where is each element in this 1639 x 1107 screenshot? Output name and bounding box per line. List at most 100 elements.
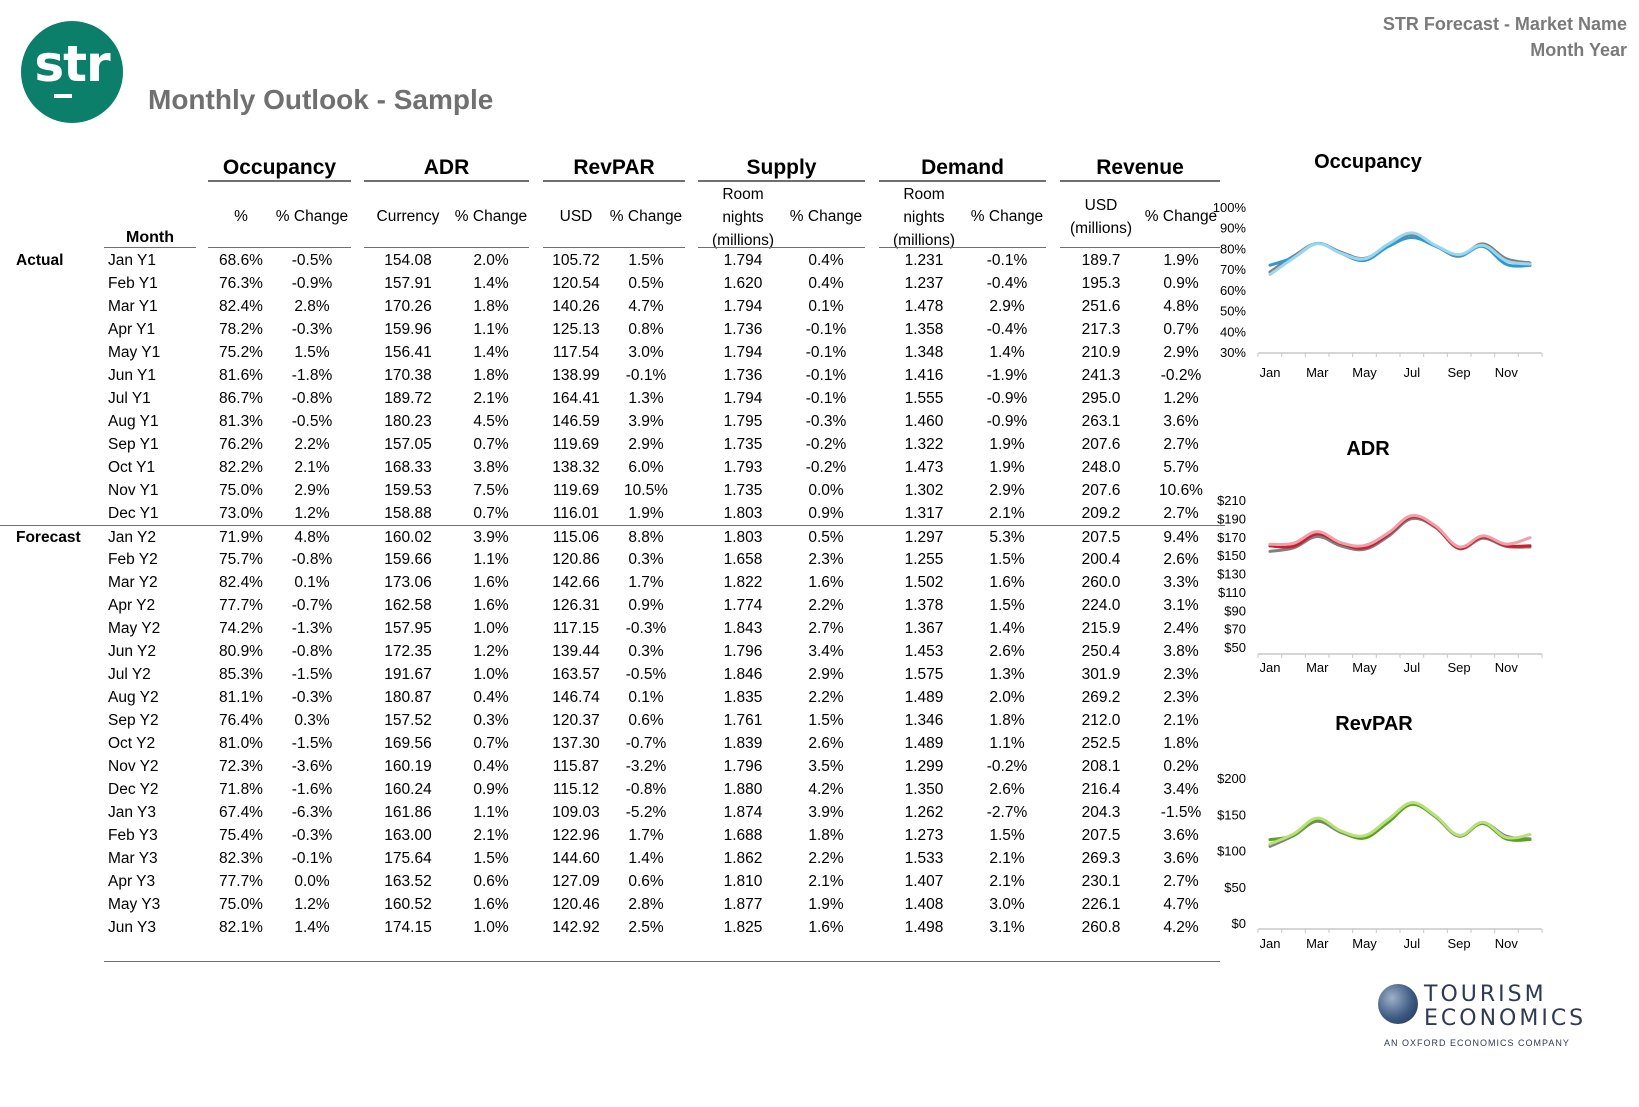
cell-occ-change: -0.9% — [291, 275, 333, 292]
cell-revenue-change: 1.2% — [1163, 390, 1199, 407]
cell-supply: 1.862 — [723, 850, 763, 867]
y-tick-label: 50% — [1220, 304, 1246, 319]
cell-demand-change: -0.9% — [986, 390, 1028, 407]
cell-revenue-change: 2.7% — [1163, 873, 1199, 890]
y-tick-label: $210 — [1217, 493, 1246, 508]
section-label-actual: Actual — [16, 252, 64, 269]
cell-supply: 1.796 — [723, 643, 763, 660]
cell-revpar-change: 4.7% — [628, 298, 664, 315]
y-tick-label: $200 — [1217, 771, 1246, 786]
cell-demand: 1.237 — [904, 275, 944, 292]
cell-supply-change: 2.2% — [808, 597, 844, 614]
y-tick-label: 40% — [1220, 324, 1246, 339]
cell-adr: 159.53 — [384, 482, 432, 499]
cell-supply: 1.735 — [723, 482, 763, 499]
cell-revpar-change: 1.7% — [628, 827, 664, 844]
cell-adr: 157.05 — [384, 436, 432, 453]
cell-demand: 1.575 — [904, 666, 944, 683]
group-revpar: RevPAR — [543, 156, 685, 182]
cell-revenue: 200.4 — [1081, 551, 1121, 568]
cell-revenue: 241.3 — [1081, 367, 1121, 384]
y-tick-label: $190 — [1217, 511, 1246, 526]
cell-adr: 160.02 — [384, 529, 432, 546]
cell-adr: 170.26 — [384, 298, 432, 315]
cell-supply: 1.794 — [723, 390, 763, 407]
cell-revpar-change: 8.8% — [628, 529, 664, 546]
report-market: STR Forecast - Market Name — [1382, 14, 1627, 34]
cell-adr: 175.64 — [384, 850, 432, 867]
cell-adr-change: 1.0% — [473, 919, 509, 936]
cell-revpar-change: -0.3% — [625, 620, 667, 637]
cell-demand-change: 3.0% — [989, 896, 1025, 913]
data-table: Actual Jan Y1 68.6% -0.5% 154.08 2.0% 105.72 1.… — [0, 249, 1225, 939]
cell-revenue: 269.3 — [1081, 850, 1121, 867]
cell-occ-change: 2.2% — [294, 436, 330, 453]
subhead-supply-unit-1: Room — [722, 186, 764, 203]
x-tick-label: Mar — [1306, 365, 1329, 380]
cell-supply: 1.803 — [723, 529, 763, 546]
group-supply: Supply — [698, 156, 865, 182]
cell-supply-change: 3.9% — [808, 804, 844, 821]
cell-demand-change: 2.6% — [989, 643, 1025, 660]
cell-revpar-change: 1.5% — [628, 252, 664, 269]
cell-revenue: 226.1 — [1081, 896, 1121, 913]
cell-supply-change: 4.2% — [808, 781, 844, 798]
cell-demand: 1.533 — [904, 850, 944, 867]
table-row: Oct Y1 82.2% 2.1% 168.33 3.8% 138.32 6.0% 1.793… — [0, 456, 1225, 479]
cell-revenue: 207.5 — [1081, 529, 1121, 546]
cell-demand: 1.348 — [904, 344, 944, 361]
x-tick-label: Jul — [1404, 660, 1421, 675]
cell-adr-change: 1.1% — [473, 551, 509, 568]
cell-revpar-change: 1.4% — [628, 850, 664, 867]
cell-supply: 1.846 — [723, 666, 763, 683]
cell-occ-pct: 78.2% — [219, 321, 263, 338]
cell-adr-change: 3.8% — [473, 459, 509, 476]
cell-demand-change: 1.4% — [989, 344, 1025, 361]
cell-demand-change: -0.2% — [986, 758, 1028, 775]
table-row: Jun Y3 82.1% 1.4% 174.15 1.0% 142.92 2.5% 1.825… — [0, 916, 1225, 939]
cell-revenue: 295.0 — [1081, 390, 1121, 407]
cell-demand: 1.367 — [904, 620, 944, 637]
cell-supply: 1.880 — [723, 781, 763, 798]
cell-month: Aug Y1 — [108, 413, 159, 430]
cell-occ-pct: 82.4% — [219, 574, 263, 591]
cell-month: Sep Y2 — [108, 712, 159, 729]
cell-occ-pct: 75.4% — [219, 827, 263, 844]
cell-occ-change: 4.8% — [294, 529, 330, 546]
cell-adr: 158.88 — [384, 505, 432, 522]
cell-supply: 1.794 — [723, 298, 763, 315]
cell-demand: 1.378 — [904, 597, 944, 614]
x-tick-label: Sep — [1448, 936, 1471, 951]
cell-revpar: 115.87 — [552, 758, 600, 775]
cell-supply-change: 1.8% — [808, 827, 844, 844]
cell-demand-change: -0.9% — [986, 413, 1028, 430]
cell-occ-change: 2.9% — [294, 482, 330, 499]
revenue-underline — [1060, 247, 1220, 248]
cell-occ-change: -1.5% — [291, 666, 333, 683]
logo-tagline: AN OXFORD ECONOMICS COMPANY — [1384, 1038, 1570, 1048]
group-revenue: Revenue — [1060, 156, 1220, 182]
cell-demand-change: 2.9% — [989, 482, 1025, 499]
cell-supply-change: -0.1% — [805, 390, 847, 407]
cell-revenue: 217.3 — [1081, 321, 1121, 338]
cell-occ-change: -0.5% — [291, 252, 333, 269]
table-row: Mar Y1 82.4% 2.8% 170.26 1.8% 140.26 4.7% 1.794… — [0, 295, 1225, 318]
table-row: Aug Y1 81.3% -0.5% 180.23 4.5% 146.59 3.9% 1.79… — [0, 410, 1225, 433]
y-tick-label: 100% — [1213, 200, 1247, 215]
cell-occ-pct: 71.9% — [219, 529, 263, 546]
cell-month: Oct Y2 — [108, 735, 156, 752]
y-tick-label: 80% — [1220, 241, 1246, 256]
cell-adr-change: 1.0% — [473, 620, 509, 637]
subhead-demand-unit-3: (millions) — [893, 232, 955, 249]
cell-occ-pct: 72.3% — [219, 758, 263, 775]
table-row: Dec Y2 71.8% -1.6% 160.24 0.9% 115.12 -0.8% 1.8… — [0, 778, 1225, 801]
revpar-chart: $200 $150 $100 $50 $0 Jan Mar May Jul Sep Nov — [1217, 771, 1543, 951]
x-tick-label: May — [1352, 936, 1377, 951]
cell-revpar: 126.31 — [552, 597, 600, 614]
cell-revenue-change: 3.1% — [1163, 597, 1199, 614]
x-tick-label: Sep — [1448, 660, 1471, 675]
cell-demand-change: 2.1% — [989, 505, 1025, 522]
cell-demand-change: -0.4% — [986, 321, 1028, 338]
subhead-adr-currency: Currency — [376, 208, 440, 225]
cell-revpar-change: 6.0% — [628, 459, 664, 476]
